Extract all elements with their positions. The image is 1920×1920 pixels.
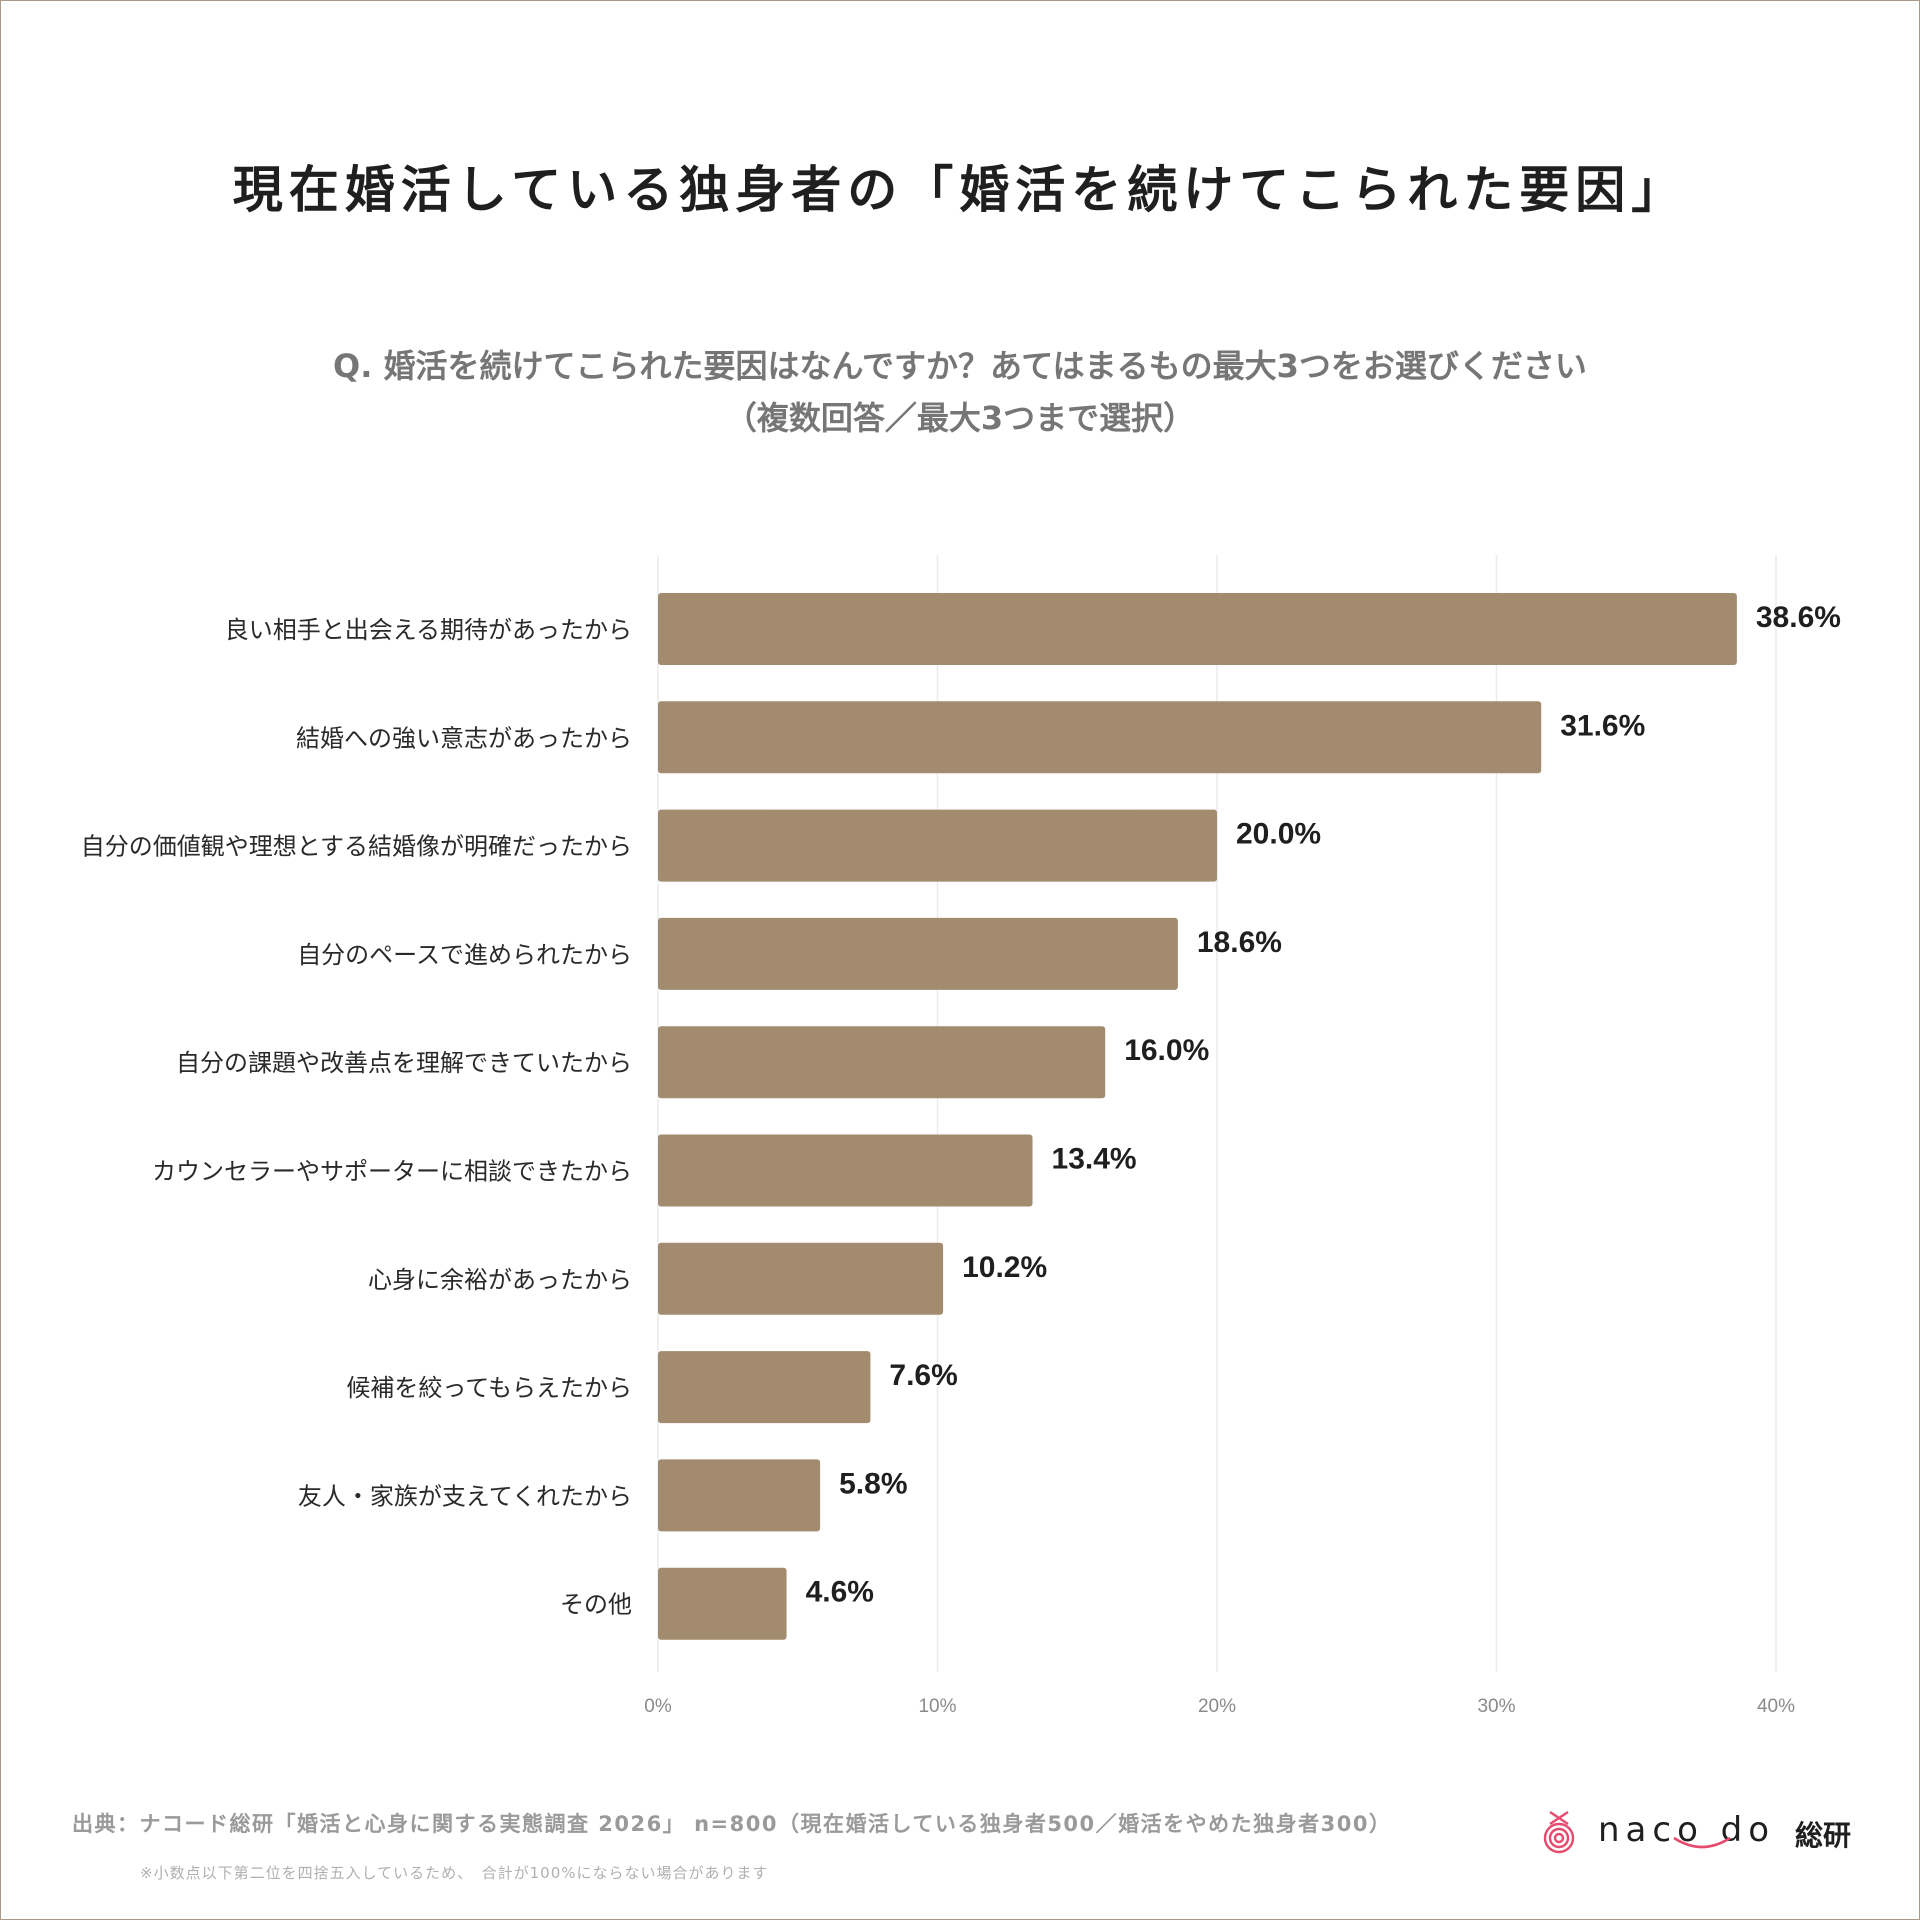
bar: [658, 1351, 871, 1424]
x-tick-label: 10%: [918, 1696, 956, 1717]
rounding-note: ※小数点以下第二位を四捨五入しているため、 合計が100%にならない場合がありま…: [140, 1864, 769, 1882]
category-label: 自分のペースで進められたから: [297, 941, 632, 969]
bar: [658, 809, 1217, 882]
category-label: カウンセラーやサポーターに相談できたから: [152, 1158, 632, 1186]
source-note: 出典：ナコード総研「婚活と心身に関する実態調査 2026」 n=800（現在婚活…: [72, 1812, 1392, 1836]
bar: [658, 1134, 1033, 1207]
nacodo-logo: naco do 総研: [1542, 1806, 1872, 1862]
value-label: 16.0%: [1124, 1034, 1209, 1067]
x-axis-ticks: 0% 10% 20% 30% 40%: [644, 1696, 1795, 1717]
category-label: その他: [560, 1591, 632, 1619]
bar: [658, 917, 1178, 990]
naco-do-knot-icon: [1543, 1811, 1575, 1854]
value-label: 4.6%: [806, 1576, 874, 1609]
category-label: 自分の価値観や理想とする結婚像が明確だったから: [81, 833, 632, 861]
category-label: 良い相手と出会える期待があったから: [225, 616, 632, 644]
bar-chart: 良い相手と出会える期待があったから結婚への強い意志があったから自分の価値観や理想…: [81, 555, 1841, 1717]
question-line-2: （複数回答／最大3つまで選択）: [724, 399, 1196, 437]
x-tick-label: 30%: [1477, 1696, 1515, 1717]
category-label: 自分の課題や改善点を理解できていたから: [176, 1049, 632, 1077]
value-label: 20.0%: [1236, 818, 1321, 851]
value-label: 38.6%: [1756, 601, 1841, 634]
value-label: 13.4%: [1052, 1143, 1137, 1176]
category-label: 友人・家族が支えてくれたから: [298, 1482, 632, 1510]
bar: [658, 1567, 787, 1640]
x-tick-label: 40%: [1757, 1696, 1795, 1717]
x-tick-label: 20%: [1198, 1696, 1236, 1717]
bar: [658, 593, 1737, 665]
bars: [658, 593, 1737, 1640]
bar: [658, 1026, 1106, 1099]
chart-title: 現在婚活している独身者の「婚活を続けてこられた要因」: [232, 161, 1688, 219]
value-label: 10.2%: [962, 1251, 1047, 1284]
x-tick-label: 0%: [644, 1696, 672, 1717]
category-label: 候補を絞ってもらえたから: [346, 1374, 632, 1402]
bar: [658, 1459, 821, 1532]
category-labels: 良い相手と出会える期待があったから結婚への強い意志があったから自分の価値観や理想…: [81, 616, 632, 1619]
value-label: 18.6%: [1197, 926, 1282, 959]
value-label: 31.6%: [1560, 709, 1645, 742]
logo-swoosh: [1673, 1836, 1731, 1849]
value-labels: 38.6% 31.6% 20.0% 18.6% 16.0% 13.4% 10.2% 7.6% 5…: [806, 601, 1841, 1609]
logo-subtitle: 総研: [1795, 1819, 1852, 1852]
question-text: Q. 婚活を続けてこられた要因はなんですか？あてはまるもの最大3つをお選びくださ…: [0, 340, 1920, 444]
bar: [658, 701, 1542, 774]
value-label: 5.8%: [839, 1467, 907, 1500]
value-label: 7.6%: [889, 1359, 957, 1392]
bar: [658, 1242, 944, 1315]
category-label: 心身に余裕があったから: [368, 1266, 632, 1294]
category-label: 結婚への強い意志があったから: [296, 724, 632, 752]
question-line-1: Q. 婚活を続けてこられた要因はなんですか？あてはまるもの最大3つをお選びくださ…: [333, 347, 1587, 385]
